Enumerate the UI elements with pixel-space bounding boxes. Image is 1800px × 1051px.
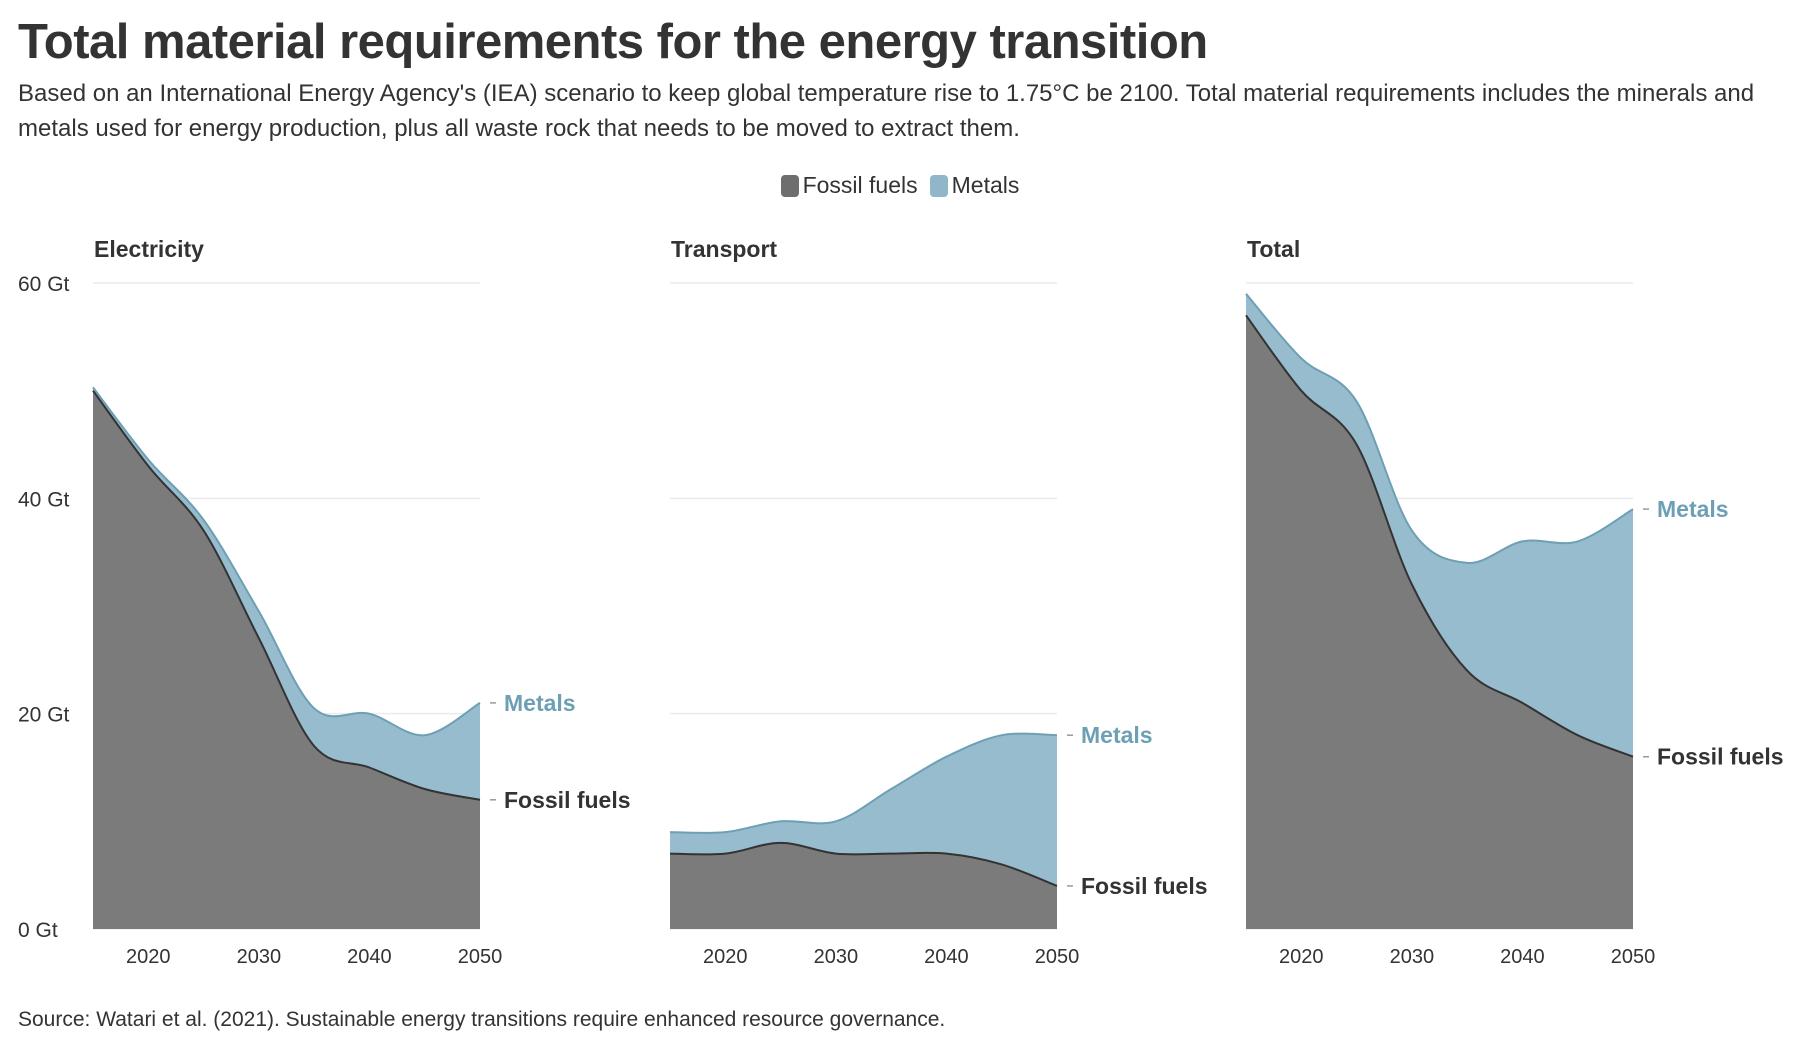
legend-item-fossil-fuels: Fossil fuels [780, 172, 918, 199]
chart-panel-electricity: Electricity 0 Gt 20 Gt 40 Gt 60 Gt 2020 2030 20… [18, 236, 631, 968]
fossil-fuels-end-label: Fossil fuels [1657, 744, 1784, 770]
y-tick-label: 60 Gt [18, 273, 70, 296]
y-tick-label: 0 Gt [18, 919, 58, 942]
fossil-fuels-area [93, 390, 480, 929]
chart-panel-total: Total 2020 2030 2040 2050 Metals Fossil fuels [1245, 236, 1784, 968]
x-tick-label: 2050 [1611, 946, 1656, 968]
metals-area [93, 387, 480, 800]
chart-title: Total material requirements for the ener… [18, 15, 1208, 69]
metals-line [669, 732, 1058, 834]
source-note: Source: Watari et al. (2021). Sustainabl… [18, 1008, 946, 1031]
legend-label-metals: Metals [951, 172, 1020, 198]
fossil-fuels-area [1246, 315, 1633, 929]
legend: Fossil fuels Metals [0, 172, 1800, 199]
y-tick-label: 20 Gt [18, 704, 70, 727]
metals-end-label: Metals [504, 690, 576, 716]
x-tick-label: 2040 [347, 946, 392, 968]
x-tick-label: 2040 [924, 946, 969, 968]
fossil-fuels-area [670, 842, 1057, 929]
panel-title: Total [1247, 236, 1300, 262]
x-tick-label: 2040 [1500, 946, 1545, 968]
fossil-fuels-end-label: Fossil fuels [504, 787, 631, 813]
x-tick-label: 2020 [703, 946, 748, 968]
x-tick-label: 2030 [237, 946, 282, 968]
metals-area [1246, 293, 1633, 757]
legend-swatch-metals [929, 174, 948, 197]
x-tick-label: 2020 [1279, 946, 1324, 968]
metals-area [670, 733, 1057, 886]
legend-swatch-fossil-fuels [780, 174, 799, 197]
panel-title: Transport [671, 236, 777, 262]
fossil-fuels-end-label: Fossil fuels [1081, 873, 1208, 899]
x-tick-label: 2030 [1390, 946, 1435, 968]
charts-canvas: Electricity 0 Gt 20 Gt 40 Gt 60 Gt 2020 2030 20… [18, 236, 1784, 968]
fossil-fuels-line [92, 390, 481, 801]
x-tick-label: 2050 [458, 946, 503, 968]
metals-end-label: Metals [1081, 722, 1153, 748]
metals-line [1245, 293, 1634, 564]
chart-subtitle: Based on an International Energy Agency'… [18, 80, 1755, 142]
fossil-fuels-line [1245, 314, 1634, 758]
y-tick-label: 40 Gt [18, 488, 70, 511]
legend-item-metals: Metals [929, 172, 1020, 199]
legend-label-fossil-fuels: Fossil fuels [802, 172, 918, 198]
x-tick-label: 2050 [1035, 946, 1080, 968]
metals-end-label: Metals [1657, 496, 1729, 522]
metals-line [92, 386, 481, 737]
x-tick-label: 2030 [814, 946, 859, 968]
chart-panel-transport: Transport 2020 2030 2040 2050 Metals Fossil fu… [669, 236, 1208, 968]
fossil-fuels-line [669, 841, 1058, 887]
x-tick-label: 2020 [126, 946, 171, 968]
panel-title: Electricity [94, 236, 204, 262]
